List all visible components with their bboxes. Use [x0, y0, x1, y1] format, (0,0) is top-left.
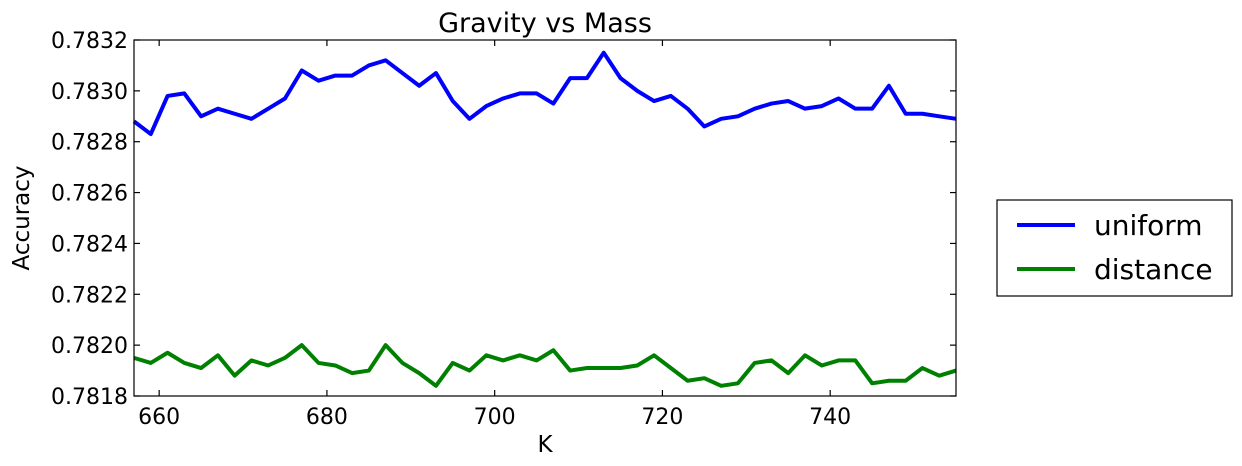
y-tick-label: 0.7820: [51, 334, 128, 359]
plot-area: [132, 39, 957, 397]
y-axis-label: Accuracy: [9, 165, 35, 270]
x-tick-label: 700: [474, 405, 516, 430]
x-axis-label: K: [537, 432, 553, 458]
x-tick-label: 720: [641, 405, 683, 430]
y-tick-label: 0.7830: [51, 80, 128, 105]
y-tick-label: 0.7828: [51, 131, 128, 156]
y-tick-label: 0.7824: [51, 232, 128, 257]
series-line-uniform: [132, 50, 957, 137]
series-layer: [132, 50, 957, 388]
legend-items: uniform distance: [1017, 209, 1213, 286]
legend-label-distance: distance: [1094, 253, 1213, 286]
plot-frame: [133, 39, 957, 397]
x-tick-label: 660: [138, 405, 180, 430]
plot-background: [134, 40, 956, 396]
y-tick-label: 0.7818: [51, 385, 128, 410]
series-line-distance: [133, 343, 957, 388]
legend: uniform distance: [996, 199, 1233, 297]
legend-label-uniform: uniform: [1094, 209, 1203, 242]
legend-box: [996, 199, 1233, 297]
y-tick-label: 0.7826: [51, 182, 128, 207]
x-tick-label: 680: [306, 405, 348, 430]
chart-title: Gravity vs Mass: [438, 8, 652, 39]
y-tick-label: 0.7822: [51, 283, 128, 308]
x-tick-label: 740: [809, 405, 851, 430]
x-axis-ticks: 660 680 700 720 740: [138, 40, 851, 430]
y-axis-ticks: 0.7818 0.7820 0.7822 0.7824 0.7826 0.7828 0.78…: [51, 29, 956, 410]
y-tick-label: 0.7832: [51, 29, 128, 54]
